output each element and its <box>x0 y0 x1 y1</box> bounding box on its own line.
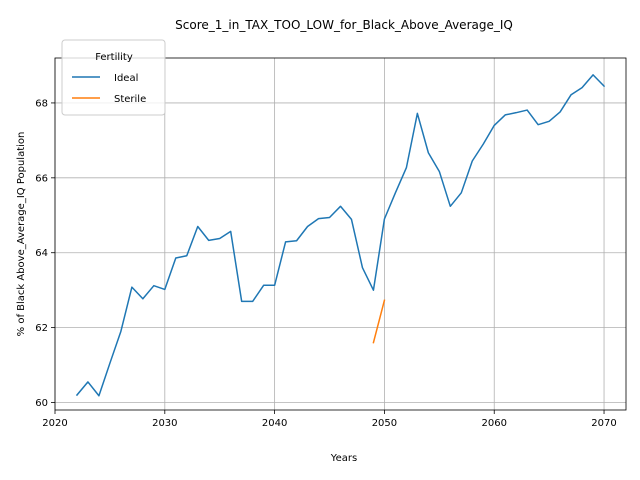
y-tick-label: 66 <box>35 173 48 184</box>
x-tick-label: 2060 <box>482 418 507 429</box>
legend-label-ideal: Ideal <box>114 73 138 84</box>
series-line-sterile <box>372 299 386 344</box>
grid-lines <box>54 58 626 410</box>
series-line-ideal <box>75 74 606 397</box>
y-tick-label: 68 <box>35 98 48 109</box>
legend-box <box>61 39 166 116</box>
legend-label-sterile: Sterile <box>114 94 146 105</box>
chart-title: Score_1_in_TAX_TOO_LOW_for_Black_Above_A… <box>175 18 513 32</box>
y-axis-label: % of Black Above_Average_IQ Population <box>16 132 27 337</box>
x-tick-label: 2020 <box>42 418 67 429</box>
series-lines <box>75 74 606 397</box>
x-axis-label: Years <box>330 453 357 464</box>
y-tick-label: 62 <box>35 323 48 334</box>
x-tick-label: 2030 <box>152 418 177 429</box>
x-tick-label: 2040 <box>262 418 287 429</box>
legend-title: Fertility <box>95 52 133 63</box>
axis-ticks: 2020 2030 2040 2050 2060 2070 60 62 64 66 68 <box>35 98 616 429</box>
plot-area-frame <box>54 57 627 411</box>
x-tick-label: 2070 <box>591 418 616 429</box>
y-tick-label: 60 <box>35 398 48 409</box>
legend: Fertility Ideal Sterile <box>61 39 166 116</box>
y-tick-label: 64 <box>35 248 48 259</box>
x-tick-label: 2050 <box>372 418 397 429</box>
